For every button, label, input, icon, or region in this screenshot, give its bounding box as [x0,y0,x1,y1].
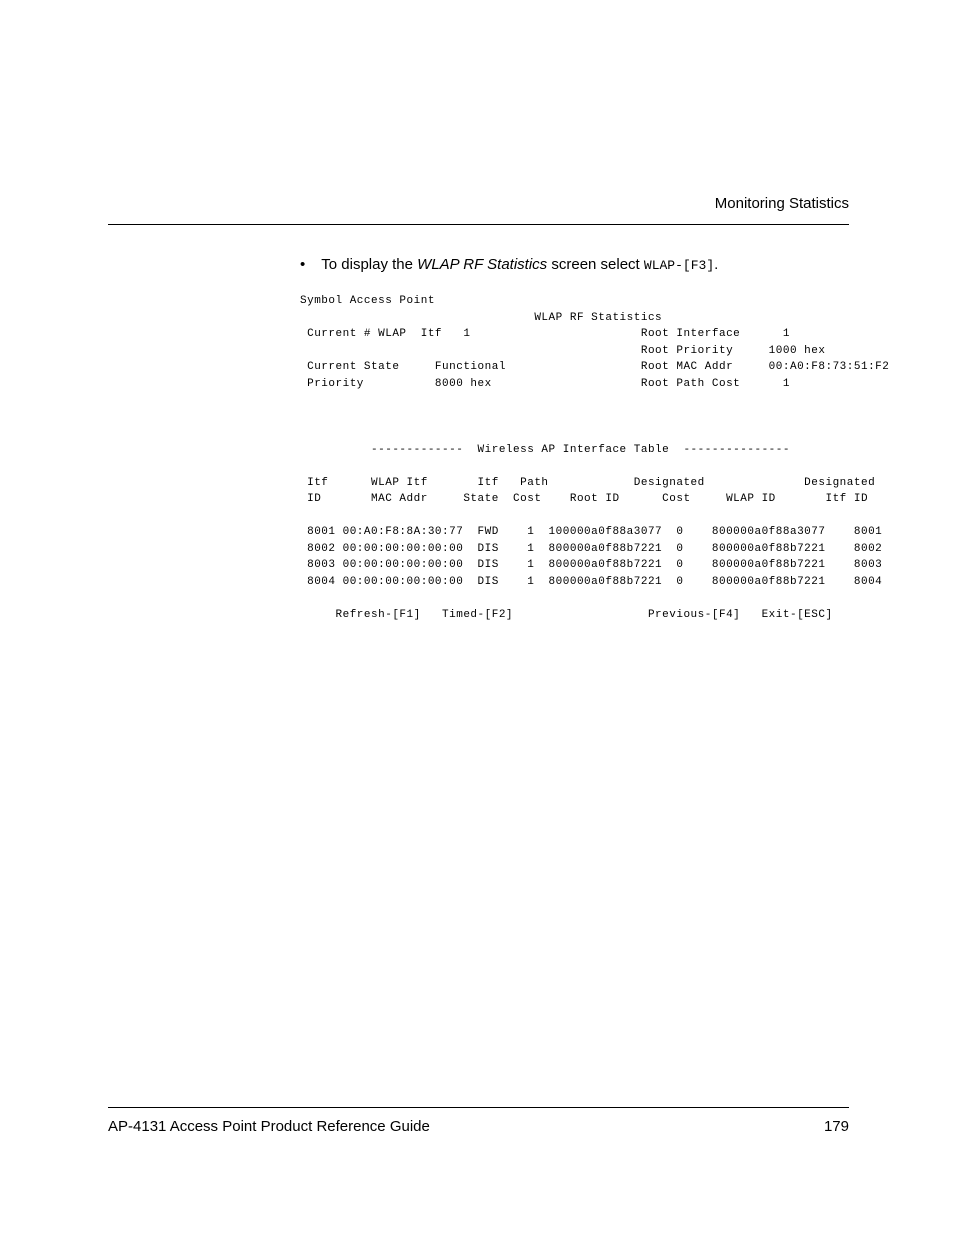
bullet-dot: • [300,254,305,275]
terminal-output: Symbol Access Point WLAP RF Statistics C… [300,293,849,623]
terminal-line: ID MAC Addr State Cost Root ID Cost WLAP… [300,493,868,505]
terminal-line: Itf WLAP Itf Itf Path Designated Designa… [300,477,875,489]
instruction-italic: WLAP RF Statistics [417,256,547,273]
terminal-line: 8004 00:00:00:00:00:00 DIS 1 800000a0f88… [300,576,882,588]
terminal-line: Current State Functional Root MAC Addr 0… [300,361,889,373]
terminal-line: 8002 00:00:00:00:00:00 DIS 1 800000a0f88… [300,543,882,555]
page-footer: AP-4131 Access Point Product Reference G… [108,1107,849,1135]
guide-title: AP-4131 Access Point Product Reference G… [108,1118,430,1135]
footer-rule [108,1107,849,1108]
instruction-middle: screen select [547,256,644,273]
instruction-prefix: To display the [321,256,417,273]
terminal-line: Current # WLAP Itf 1 Root Interface 1 [300,328,790,340]
terminal-line: Priority 8000 hex Root Path Cost 1 [300,378,790,390]
terminal-line: ------------- Wireless AP Interface Tabl… [300,444,790,456]
instruction-text: To display the WLAP RF Statistics screen… [321,254,718,275]
terminal-line: Symbol Access Point [300,295,435,307]
footer-text-row: AP-4131 Access Point Product Reference G… [108,1118,849,1135]
terminal-line: WLAP RF Statistics [300,312,662,324]
bullet-instruction: • To display the WLAP RF Statistics scre… [300,254,849,275]
terminal-line: Root Priority 1000 hex [300,345,825,357]
terminal-line: 8003 00:00:00:00:00:00 DIS 1 800000a0f88… [300,559,882,571]
instruction-mono: WLAP-[F3] [644,258,714,273]
content-area: • To display the WLAP RF Statistics scre… [300,254,849,623]
page-container: Monitoring Statistics • To display the W… [0,0,954,1235]
section-header: Monitoring Statistics [715,195,849,212]
instruction-suffix: . [714,256,718,273]
page-number: 179 [824,1118,849,1135]
terminal-line: 8001 00:A0:F8:8A:30:77 FWD 1 100000a0f88… [300,526,882,538]
header-rule [108,224,849,225]
terminal-line: Refresh-[F1] Timed-[F2] Previous-[F4] Ex… [300,609,833,621]
